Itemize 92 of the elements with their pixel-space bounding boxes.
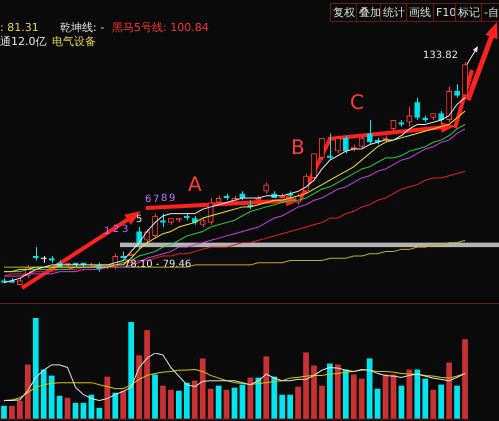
annotation: 6 [145, 194, 152, 205]
bar [263, 356, 270, 419]
bar [128, 322, 134, 419]
bar [342, 370, 349, 419]
bar [17, 400, 23, 419]
bar [88, 394, 94, 419]
annotation: A [188, 172, 202, 196]
bar [168, 390, 174, 419]
bar [279, 394, 286, 419]
bar [80, 402, 86, 419]
bar [327, 363, 333, 419]
bar [255, 378, 262, 419]
bar [398, 386, 404, 419]
candlestick [414, 97, 420, 120]
bar [358, 378, 365, 419]
annotation: B [291, 135, 305, 159]
bar [382, 374, 388, 419]
bar [311, 365, 317, 419]
bar [216, 386, 222, 419]
text: 标记 [455, 3, 483, 22]
bar [438, 384, 444, 419]
candlestick [319, 137, 325, 161]
text: 133.82 [423, 50, 458, 61]
bar [422, 378, 428, 419]
text: 电气设备 [52, 35, 96, 48]
bar [184, 382, 190, 419]
bar [208, 388, 214, 419]
bar [319, 386, 325, 419]
bar [136, 355, 142, 419]
bar [390, 374, 396, 419]
text: 统计 [380, 3, 408, 22]
bar [334, 364, 341, 419]
bar [192, 380, 198, 419]
candlestick [334, 135, 341, 154]
bar [160, 386, 166, 419]
bar [9, 406, 15, 419]
annotation: 8 [161, 193, 168, 204]
bar [112, 392, 118, 419]
bar [56, 396, 62, 419]
bar [462, 339, 468, 419]
annotation: 7 [153, 194, 160, 205]
bar [446, 362, 452, 419]
bar [48, 376, 55, 419]
bar [120, 390, 126, 419]
text: 乾坤线: - [60, 21, 104, 34]
candlestick [303, 173, 309, 194]
bar [430, 390, 436, 419]
bar [224, 390, 230, 419]
bar [1, 406, 7, 419]
bar [96, 408, 102, 419]
bar [287, 394, 294, 419]
annotation: C [350, 90, 364, 114]
text: -自 [481, 3, 499, 22]
bar [32, 318, 39, 419]
bar [232, 388, 238, 419]
text: : 81.31 [0, 21, 39, 34]
bar [200, 358, 206, 419]
bar [176, 390, 182, 419]
text: 画线 [406, 3, 434, 22]
candlestick [311, 152, 317, 181]
candlestick [342, 135, 349, 154]
bar [366, 358, 372, 419]
bar [104, 376, 110, 419]
bar [295, 386, 301, 419]
bar [72, 402, 78, 419]
candlestick [136, 226, 142, 250]
bar [64, 398, 70, 419]
bar [374, 388, 380, 419]
bar [152, 374, 158, 419]
candlestick [327, 132, 333, 161]
candlestick [366, 119, 372, 146]
bar [40, 370, 47, 419]
bar [271, 376, 278, 419]
bar [414, 370, 420, 419]
bar [303, 352, 309, 419]
annotation: 9 [169, 193, 176, 204]
candlestick [152, 213, 158, 239]
bar [454, 386, 460, 419]
candlestick [454, 84, 460, 98]
bar [248, 378, 254, 419]
bar [144, 330, 150, 419]
bar [350, 374, 357, 419]
annotation: 5 [136, 214, 142, 225]
candlestick [406, 106, 412, 128]
text: 叠加 [356, 3, 384, 22]
annotation: 3 [122, 224, 128, 235]
text: 通12.0亿 [0, 35, 46, 48]
text: 复权 [330, 3, 358, 22]
text: 黑马5号线: 100.84 [112, 21, 209, 34]
bar [406, 370, 412, 419]
bar [240, 384, 246, 419]
bar [24, 364, 31, 419]
